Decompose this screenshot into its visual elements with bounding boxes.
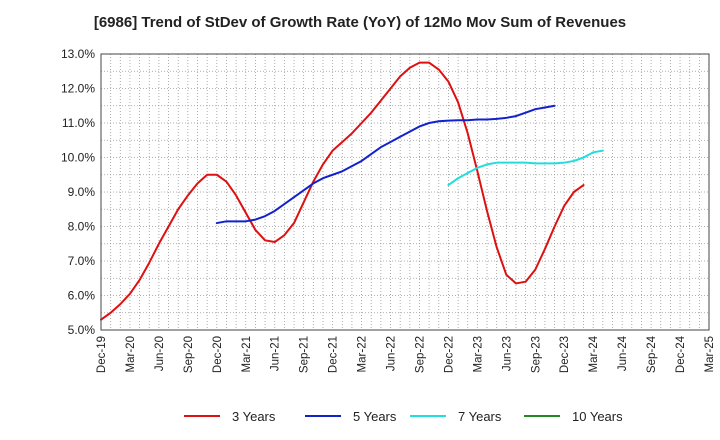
legend-label: 10 Years <box>572 408 623 424</box>
y-tick-label: 10.0% <box>61 151 95 165</box>
y-tick-label: 7.0% <box>68 254 96 268</box>
legend-item-3-years: 3 Years <box>184 404 275 428</box>
series-line-3-years <box>100 61 585 321</box>
x-tick-label: Mar-22 <box>357 336 369 372</box>
series-line-5-years <box>215 104 556 225</box>
x-tick-label: Dec-21 <box>328 336 340 373</box>
y-tick-label: 9.0% <box>68 185 96 199</box>
y-tick-label: 6.0% <box>68 289 96 303</box>
legend-item-7-years: 7 Years <box>410 404 501 428</box>
x-tick-label: Dec-20 <box>212 336 224 373</box>
x-axis-ticks: Dec-19 Mar-20 Jun-20 Sep-20 Dec-20 Mar-21 Jun-… <box>96 335 716 373</box>
x-tick-label: Jun-24 <box>617 335 629 371</box>
x-tick-label: Dec-22 <box>443 336 455 373</box>
series-line-7-years <box>447 149 604 187</box>
chart-title: [6986] Trend of StDev of Growth Rate (Yo… <box>93 14 627 31</box>
x-tick-label: Sep-23 <box>530 336 542 373</box>
legend-label: 3 Years <box>232 408 276 424</box>
x-tick-label: Mar-21 <box>241 336 253 372</box>
legend-swatch <box>410 415 446 417</box>
y-tick-label: 5.0% <box>68 323 96 337</box>
legend-swatch <box>524 415 560 417</box>
legend-label: 7 Years <box>458 408 502 424</box>
legend-swatch <box>305 415 341 417</box>
y-tick-label: 8.0% <box>68 220 96 234</box>
legend-item-5-years: 5 Years <box>305 404 396 428</box>
y-tick-label: 13.0% <box>61 47 95 61</box>
x-tick-label: Mar-24 <box>588 335 600 372</box>
plot-border <box>100 53 710 331</box>
x-tick-label: Mar-25 <box>704 336 716 372</box>
x-tick-label: Jun-20 <box>154 336 166 371</box>
y-axis-ticks: 5.0% 6.0% 7.0% 8.0% 9.0% 10.0% 11.0% 12.0% 13.0% <box>61 47 95 337</box>
x-tick-label: Jun-23 <box>501 336 513 371</box>
legend: 3 Years 5 Years 7 Years 10 Years <box>0 404 720 428</box>
legend-item-10-years: 10 Years <box>524 404 623 428</box>
x-tick-label: Mar-20 <box>125 336 137 372</box>
x-tick-label: Jun-22 <box>386 336 398 371</box>
y-tick-label: 11.0% <box>62 116 95 130</box>
x-tick-label: Mar-23 <box>472 336 484 372</box>
x-tick-label: Sep-20 <box>183 336 195 373</box>
legend-swatch <box>184 415 220 417</box>
x-tick-label: Jun-21 <box>270 336 282 371</box>
x-tick-label: Dec-24 <box>675 335 687 373</box>
legend-label: 5 Years <box>353 408 397 424</box>
x-tick-label: Dec-19 <box>96 336 108 373</box>
x-tick-label: Sep-22 <box>414 336 426 373</box>
x-tick-label: Sep-21 <box>299 336 311 373</box>
y-tick-label: 12.0% <box>61 82 95 96</box>
x-tick-label: Sep-24 <box>646 335 658 373</box>
x-tick-label: Dec-23 <box>559 336 571 373</box>
series-layer <box>100 61 604 321</box>
